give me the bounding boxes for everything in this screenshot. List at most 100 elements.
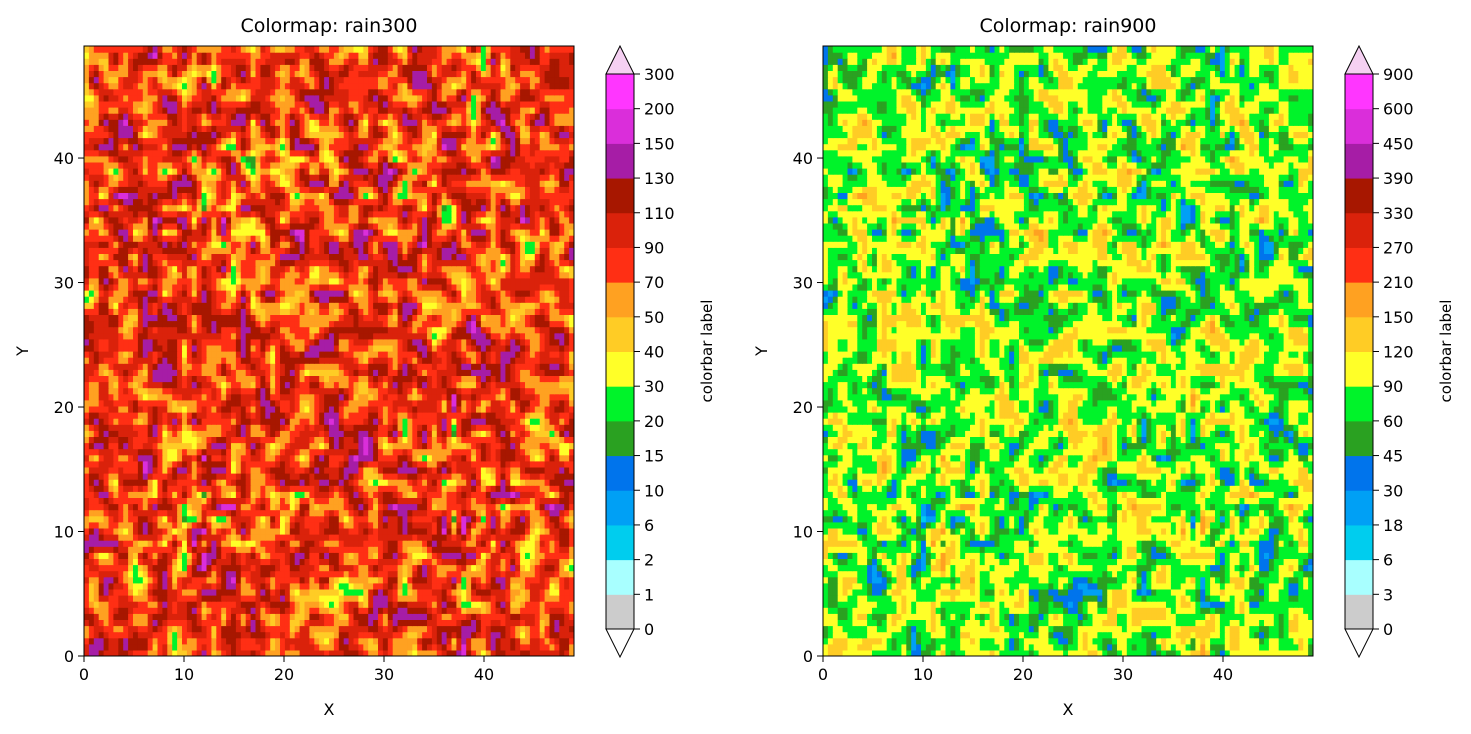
field-cell (402, 485, 408, 492)
field-cell (378, 381, 384, 389)
field-cell (490, 466, 497, 474)
field-cell (422, 491, 428, 498)
field-cell (196, 387, 203, 395)
field-cell (147, 491, 154, 498)
field-cell (157, 430, 163, 437)
field-cell (515, 527, 521, 535)
field-cell (231, 546, 237, 553)
field-cell (510, 558, 516, 566)
field-cell (407, 515, 413, 523)
field-cell (108, 509, 114, 517)
field-cell (304, 643, 310, 651)
field-cell (304, 430, 310, 437)
field-cell (324, 405, 330, 413)
field-cell (515, 582, 521, 590)
field-cell (338, 649, 345, 656)
field-cell (152, 503, 159, 511)
field-cell (289, 351, 296, 358)
field-cell (113, 430, 119, 437)
field-cell (118, 649, 124, 656)
field-cell (84, 540, 90, 547)
field-cell (569, 607, 574, 614)
field-cell (103, 412, 110, 419)
field-cell (480, 631, 487, 639)
field-cell (427, 588, 433, 596)
field-cell (216, 619, 222, 627)
field-cell (137, 534, 144, 541)
field-cell (353, 625, 359, 633)
field-cell (137, 521, 144, 529)
field-cell (480, 473, 487, 480)
field-cell (544, 570, 551, 578)
field-cell (554, 460, 560, 468)
field-cell (137, 369, 144, 376)
field-cell (446, 497, 453, 505)
field-cell (378, 442, 384, 450)
field-cell (250, 369, 257, 376)
field-cell (412, 466, 418, 474)
field-cell (412, 503, 418, 511)
field-cell (500, 393, 506, 401)
field-cell (182, 570, 188, 578)
field-cell (167, 375, 173, 383)
field-cell (373, 570, 379, 578)
field-cell (554, 570, 560, 578)
field-cell (235, 436, 242, 444)
field-cell (177, 564, 183, 572)
field-cell (245, 357, 252, 364)
field-cell (299, 412, 306, 419)
field-cell (235, 601, 242, 608)
field-cell (309, 436, 315, 444)
field-cell (436, 601, 443, 608)
field-cell (373, 521, 379, 529)
field-cell (240, 430, 247, 437)
field-cell (382, 497, 389, 505)
field-cell (123, 613, 129, 620)
field-cell (324, 637, 330, 645)
field-cell (446, 436, 453, 444)
field-cell (500, 631, 506, 639)
field-cell (476, 521, 482, 529)
field-cell (451, 588, 457, 596)
field-cell (510, 643, 516, 651)
field-cell (186, 491, 193, 498)
field-cell (564, 473, 570, 480)
field-cell (88, 479, 95, 486)
field-cell (500, 570, 506, 578)
field-cell (505, 454, 511, 462)
field-cell (505, 479, 511, 486)
field-cell (231, 649, 237, 656)
field-cell (436, 436, 443, 444)
field-cell (534, 503, 541, 511)
field-cell (314, 491, 320, 498)
field-cell (98, 534, 105, 541)
field-cell (206, 363, 212, 370)
field-cell (441, 625, 448, 633)
field-cell (382, 466, 389, 474)
field-cell (490, 387, 497, 395)
field-cell (275, 351, 281, 358)
field-cell (240, 631, 247, 639)
field-cell (441, 375, 448, 383)
field-cell (103, 460, 110, 468)
field-cell (84, 570, 90, 578)
field-cell (157, 473, 163, 480)
field-cell (201, 491, 208, 498)
field-cell (304, 570, 310, 578)
field-cell (211, 485, 217, 492)
field-cell (544, 393, 551, 401)
field-cell (304, 393, 310, 401)
field-cell (402, 436, 408, 444)
field-cell (211, 479, 217, 486)
field-cell (451, 576, 457, 584)
field-cell (431, 369, 438, 376)
field-cell (226, 595, 232, 602)
field-cell (373, 418, 379, 425)
field-cell (255, 454, 261, 462)
field-cell (231, 466, 237, 474)
field-cell (157, 497, 163, 505)
field-cell (461, 436, 467, 444)
field-cell (275, 558, 281, 566)
field-cell (211, 357, 217, 364)
field-cell (412, 527, 418, 535)
